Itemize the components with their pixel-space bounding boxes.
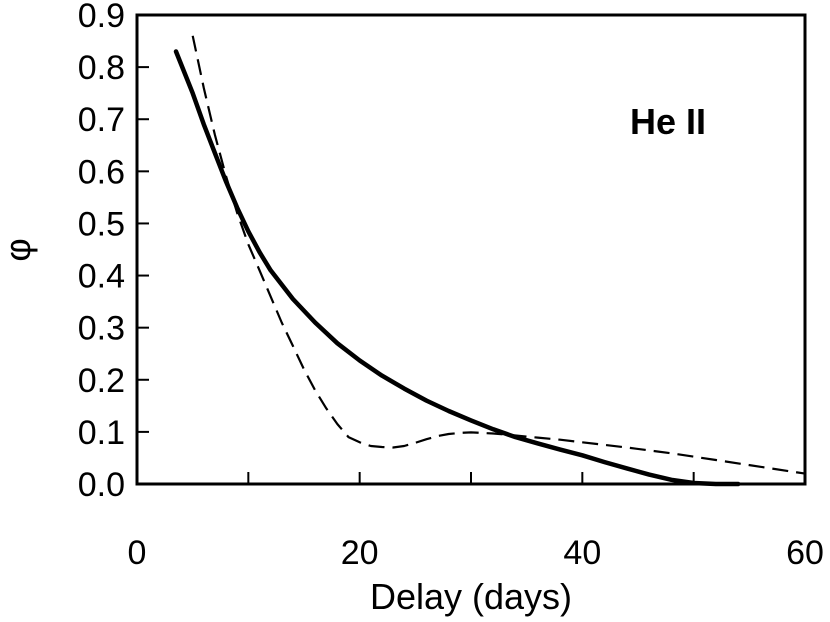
plot-frame — [135, 13, 807, 486]
y-tick-label: 0.1 — [78, 414, 125, 452]
dashed-series-line — [191, 35, 806, 475]
y-tick-label: 0.2 — [78, 362, 125, 400]
x-tick-labels: 0 20 40 60 — [128, 534, 824, 572]
y-tick-label: 0.8 — [78, 49, 125, 87]
x-tick-label: 60 — [786, 534, 824, 572]
y-tick-label: 0.4 — [78, 258, 125, 296]
series-lines — [173, 35, 806, 487]
y-axis-title: φ — [0, 238, 38, 261]
y-tick-label: 0.7 — [78, 101, 125, 139]
y-tick-labels: 0.0 0.1 0.2 0.3 0.4 0.5 0.6 0.7 0.8 0.9 — [78, 0, 125, 504]
y-tick-label: 0.9 — [78, 0, 125, 35]
y-tick-label: 0.0 — [78, 466, 125, 504]
tick-marks — [136, 14, 806, 485]
x-axis-title: Delay (days) — [370, 576, 572, 617]
y-tick-label: 0.3 — [78, 310, 125, 348]
annotation-label: He II — [630, 101, 706, 142]
x-tick-label: 0 — [128, 534, 147, 572]
y-tick-label: 0.6 — [78, 153, 125, 191]
y-tick-label: 0.5 — [78, 205, 125, 243]
x-tick-label: 20 — [341, 534, 379, 572]
x-tick-label: 40 — [563, 534, 601, 572]
